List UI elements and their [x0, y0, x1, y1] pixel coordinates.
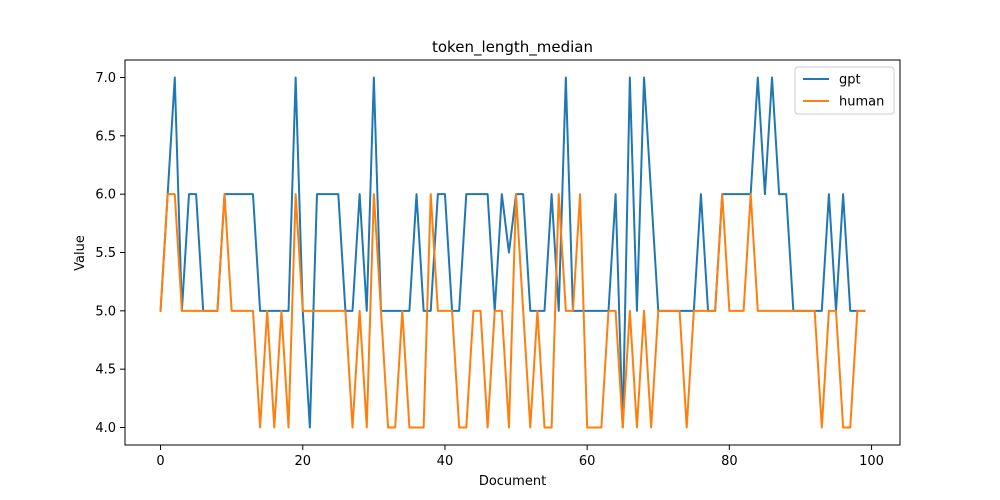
x-tick-label: 0 [156, 454, 164, 469]
y-tick-label: 7.0 [95, 71, 116, 86]
y-tick-label: 5.0 [95, 304, 116, 319]
y-axis-label: Value [73, 235, 88, 271]
x-tick-label: 20 [294, 454, 311, 469]
chart-title: token_length_median [432, 38, 593, 57]
legend-label-human: human [839, 95, 884, 110]
series-line-human [159, 193, 866, 429]
y-tick-label: 6.5 [95, 129, 116, 144]
y-tick-label: 6.0 [95, 188, 116, 203]
y-tick-label: 5.5 [95, 246, 116, 261]
x-tick-label: 100 [859, 454, 884, 469]
x-tick-label: 40 [437, 454, 454, 469]
y-tick-label: 4.0 [95, 421, 116, 436]
x-axis-label: Document [479, 474, 546, 489]
y-tick-label: 4.5 [95, 363, 116, 378]
x-tick-label: 60 [579, 454, 596, 469]
legend: gpt human [794, 66, 895, 115]
x-tick-label: 80 [721, 454, 738, 469]
series-line-gpt [159, 76, 866, 429]
legend-label-gpt: gpt [839, 73, 861, 88]
